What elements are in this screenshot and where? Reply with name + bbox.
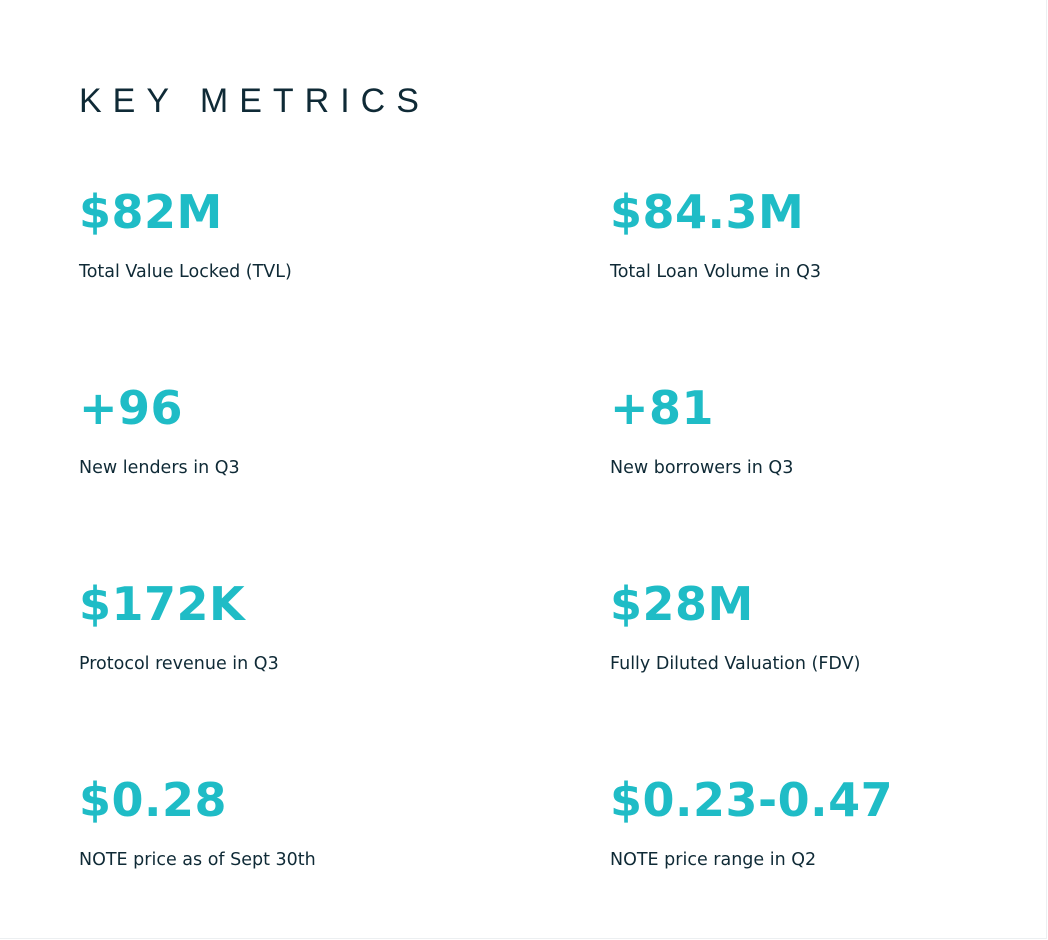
metric-label: Fully Diluted Valuation (FDV) — [610, 654, 861, 674]
metric-protocol-revenue: $172K Protocol revenue in Q3 — [79, 578, 519, 676]
metric-tvl: $82M Total Value Locked (TVL) — [79, 186, 519, 284]
metric-value: +81 — [610, 381, 715, 435]
metric-fdv: $28M Fully Diluted Valuation (FDV) — [610, 578, 1048, 676]
metric-value: $0.23-0.47 — [610, 773, 894, 827]
metric-new-borrowers: +81 New borrowers in Q3 — [610, 382, 1048, 480]
metric-label: New borrowers in Q3 — [610, 458, 794, 478]
metric-value: $84.3M — [610, 185, 805, 239]
metric-label: New lenders in Q3 — [79, 458, 240, 478]
metric-note-price: $0.28 NOTE price as of Sept 30th — [79, 774, 519, 872]
metric-label: Total Value Locked (TVL) — [79, 262, 292, 282]
metric-label: Total Loan Volume in Q3 — [610, 262, 822, 282]
metric-value: $172K — [79, 577, 246, 631]
metric-value: $28M — [610, 577, 754, 631]
metric-label: NOTE price range in Q2 — [610, 850, 817, 870]
metric-label: Protocol revenue in Q3 — [79, 654, 279, 674]
page-title: KEY METRICS — [79, 82, 430, 120]
metric-loan-volume: $84.3M Total Loan Volume in Q3 — [610, 186, 1048, 284]
metric-new-lenders: +96 New lenders in Q3 — [79, 382, 519, 480]
metric-label: NOTE price as of Sept 30th — [79, 850, 316, 870]
metric-value: $82M — [79, 185, 223, 239]
metric-value: +96 — [79, 381, 184, 435]
metric-note-price-range: $0.23-0.47 NOTE price range in Q2 — [610, 774, 1048, 872]
metric-value: $0.28 — [79, 773, 228, 827]
